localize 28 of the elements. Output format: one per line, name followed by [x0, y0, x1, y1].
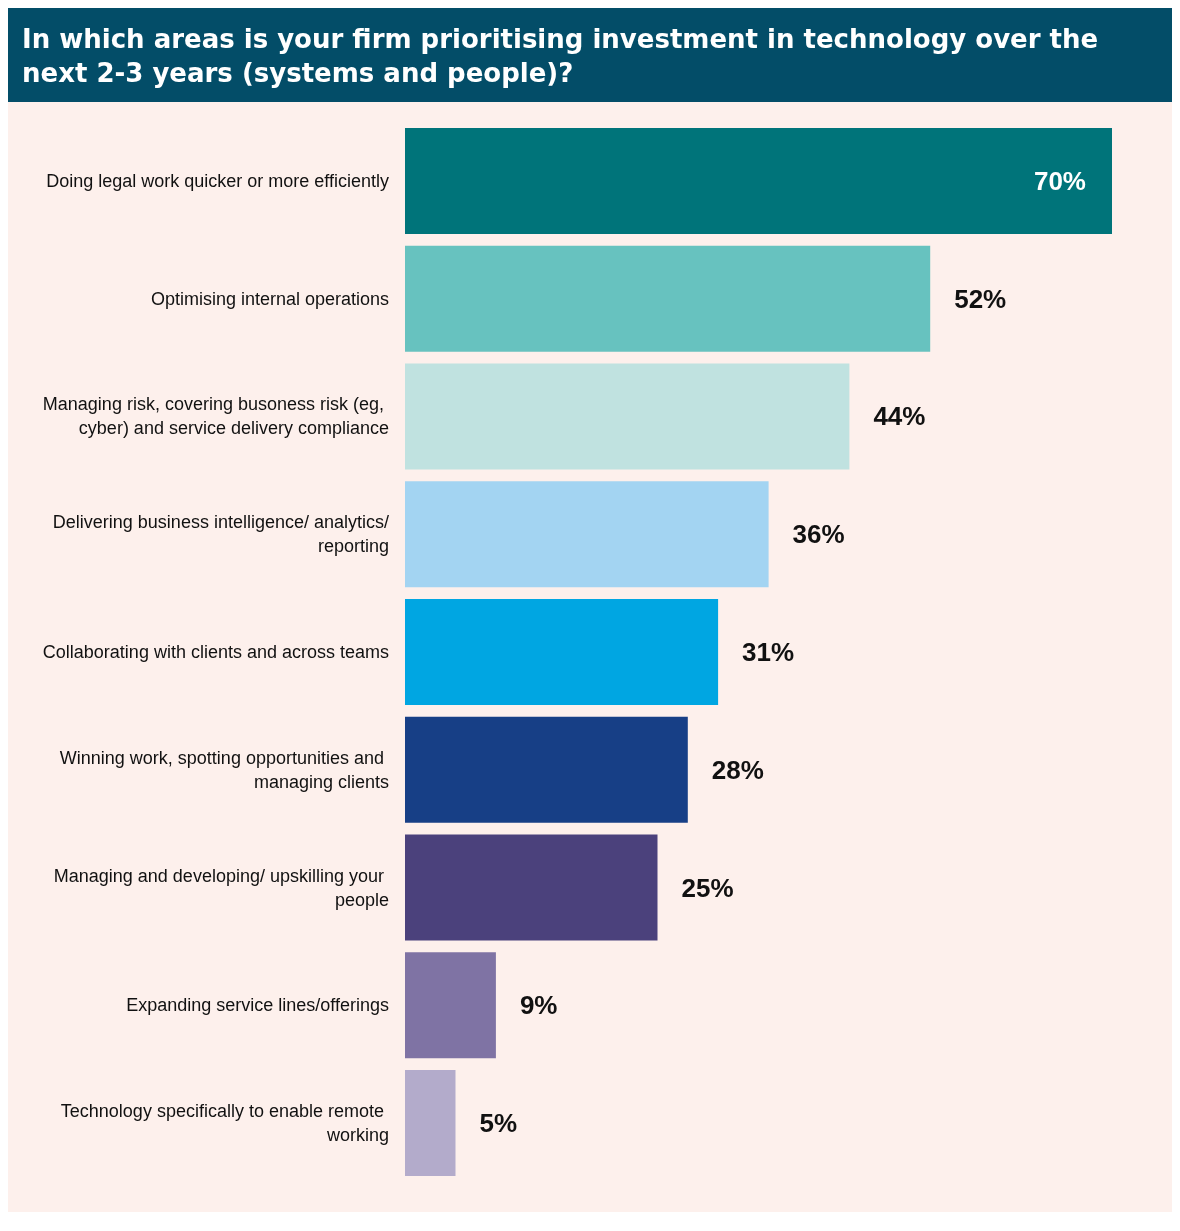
y-tick-label: Doing legal work quicker or more efficiently: [46, 170, 389, 191]
data-label: 31%: [742, 637, 795, 667]
data-label: 9%: [519, 990, 558, 1021]
y-tick-label: Optimising internal operations: [150, 288, 389, 309]
y-tick-label: Delivering business intelligence/ analytics/reporting: [52, 512, 389, 557]
chart-title: In which areas is your firm prioritising investment in technology over the next 2-3 years (systems and people)?: [8, 8, 1172, 102]
data-label: 5%: [479, 1108, 518, 1139]
data-label: 36%: [792, 519, 845, 550]
data-label: 28%: [711, 754, 764, 785]
bar: [405, 834, 658, 941]
data-label: 44%: [873, 401, 926, 432]
bar: [405, 127, 1112, 234]
y-tick-label: Collaborating with clients and across teams: [42, 642, 389, 662]
bar: [405, 481, 769, 588]
bar: [405, 599, 719, 705]
data-label: 52%: [954, 283, 1007, 314]
y-tick-label: Managing and developing/ upskilling your people: [53, 865, 389, 910]
y-tick-label: Managing risk, covering busoness risk (eg, cyber) and service delivery compliance: [42, 394, 389, 439]
bar: [405, 1070, 456, 1177]
bar: [405, 716, 688, 823]
bar: [405, 952, 496, 1059]
data-label: 70%: [1033, 165, 1086, 196]
y-tick-label: Expanding service lines/offerings: [126, 995, 389, 1016]
bar: [405, 363, 850, 470]
data-label: 25%: [681, 872, 734, 903]
bar: [405, 245, 931, 352]
y-tick-label: Technology specifically to enable remote working: [60, 1101, 389, 1146]
y-tick-label: Winning work, spotting opportunities and managing clients: [59, 747, 389, 792]
